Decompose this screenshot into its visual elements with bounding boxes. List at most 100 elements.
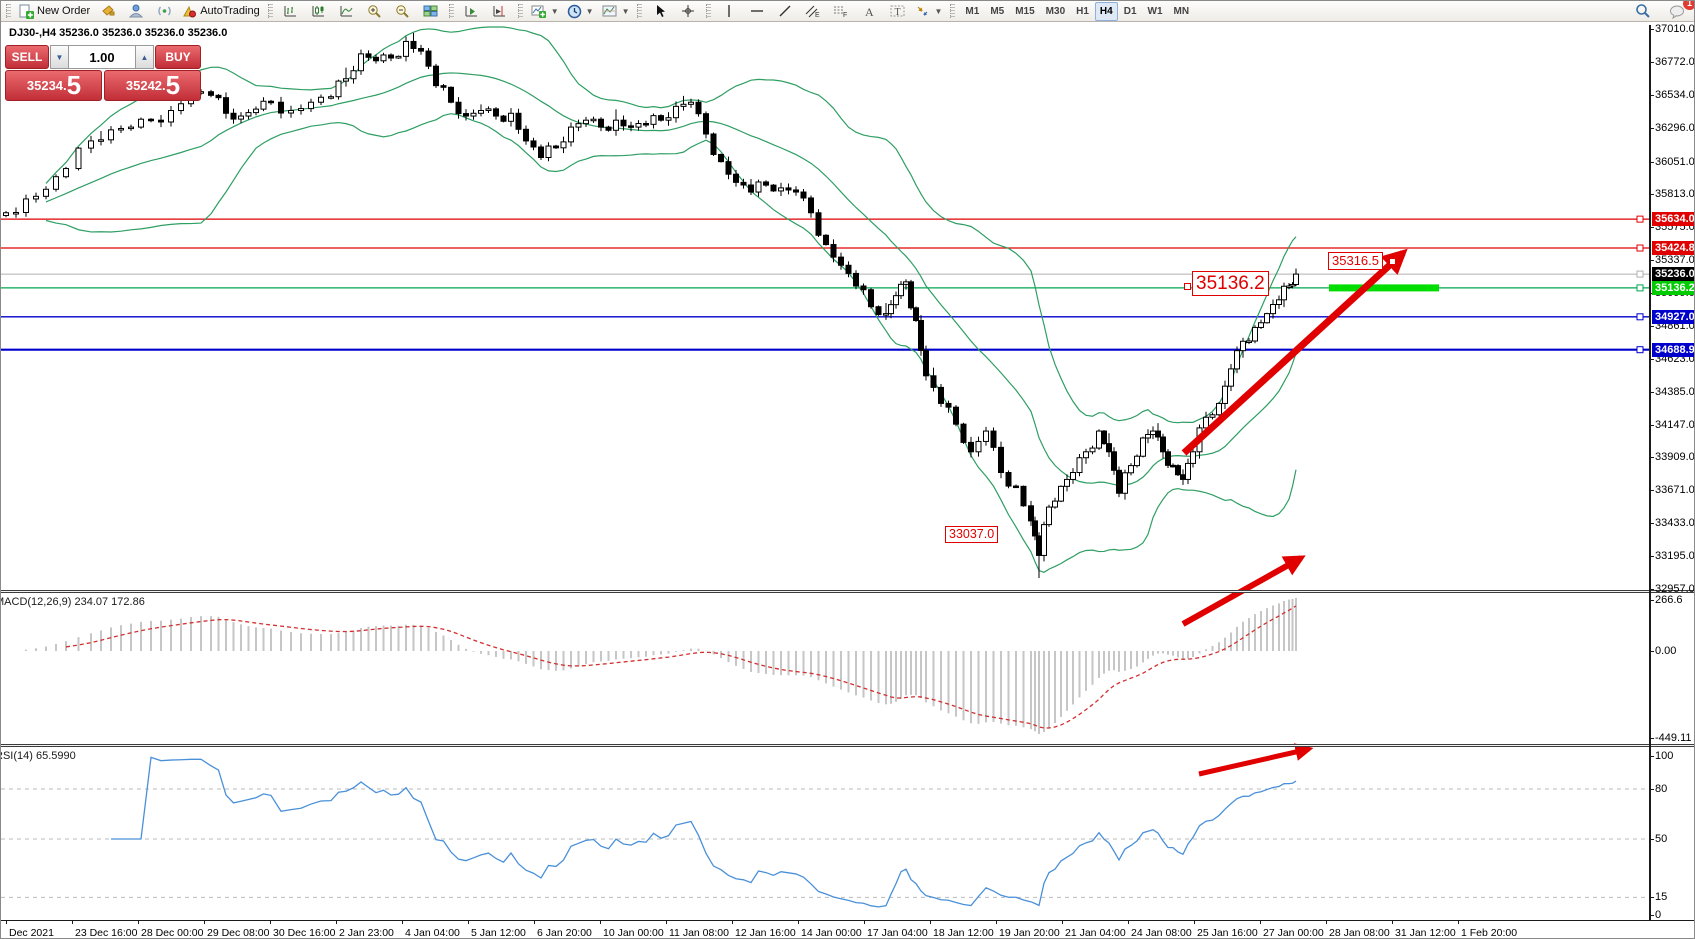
annotation-35316[interactable]: 35316.5 (1328, 252, 1383, 270)
search-button[interactable] (1630, 1, 1656, 21)
buy-price-display[interactable]: 35242. 5 (104, 70, 201, 101)
time-axis-tickmark (468, 920, 469, 924)
horizontal-line-tool-button[interactable] (744, 1, 770, 21)
chart-window[interactable]: DJ30-,H4 35236.0 35236.0 35236.0 35236.0… (0, 23, 1695, 939)
time-axis-label[interactable]: 25 Jan 16:00 (1197, 927, 1258, 939)
price-axis-tickmark (1649, 391, 1654, 393)
buy-button[interactable]: BUY (155, 45, 201, 69)
trendline-tool-button[interactable] (772, 1, 798, 21)
time-axis-label[interactable]: 21 Jan 04:00 (1065, 927, 1126, 939)
zoom-in-button[interactable] (362, 1, 388, 21)
time-axis-label[interactable]: 17 Jan 04:00 (867, 927, 928, 939)
tile-windows-button[interactable] (418, 1, 444, 21)
sell-button[interactable]: SELL (5, 45, 49, 69)
toolbar-group-separator (950, 4, 956, 18)
new-order-button[interactable]: New Order (16, 1, 93, 21)
pane-separator[interactable] (1, 744, 1694, 747)
autotrading-button[interactable]: AutoTrading (179, 1, 263, 21)
time-axis-label[interactable]: 12 Jan 16:00 (735, 927, 796, 939)
zoom-out-button[interactable] (390, 1, 416, 21)
macd-axis-tick-label: 266.6 (1655, 594, 1683, 606)
time-axis-label[interactable]: 19 Jan 20:00 (999, 927, 1060, 939)
time-axis-label[interactable]: 29 Dec 08:00 (207, 927, 270, 939)
toolbar: New Order AutoTrading (1, 1, 1694, 22)
toolbar-drag-handle[interactable] (6, 4, 11, 18)
vertical-line-tool-button[interactable] (716, 1, 742, 21)
time-axis-label[interactable]: 4 Jan 04:00 (405, 927, 460, 939)
timeframe-button-w1[interactable]: W1 (1147, 5, 1163, 17)
crosshair-tool-button[interactable] (675, 1, 701, 21)
time-axis-label[interactable]: 31 Jan 12:00 (1395, 927, 1456, 939)
annotation-33037[interactable]: 33037.0 (945, 526, 999, 543)
bar-chart-type-button[interactable] (278, 1, 304, 21)
auto-scroll-button[interactable] (459, 1, 485, 21)
annotation-anchor-handle[interactable] (1389, 258, 1396, 265)
timeframe-button-h1[interactable]: H1 (1076, 5, 1089, 17)
arrows-tool-button[interactable]: ▼ (912, 1, 945, 21)
rsi-axis-tickmark (1649, 897, 1654, 899)
time-axis-label[interactable]: 11 Jan 08:00 (669, 927, 729, 939)
time-axis-label[interactable]: 14 Jan 00:00 (801, 927, 862, 939)
signals-button[interactable] (151, 1, 177, 21)
chat-button[interactable]: 1 (1664, 1, 1694, 21)
toolbar-group-separator (448, 4, 454, 18)
time-axis-label[interactable]: 27 Jan 00:00 (1263, 927, 1324, 939)
timeframe-button-d1[interactable]: D1 (1123, 5, 1137, 17)
time-axis-label[interactable]: 5 Jan 12:00 (471, 927, 526, 939)
macd-axis-tickmark (1649, 651, 1654, 652)
publisher-button[interactable] (123, 1, 149, 21)
periods-button[interactable]: ▼ (564, 1, 597, 21)
volume-increase-button[interactable]: ▲ (135, 45, 154, 69)
price-axis-tickmark (1649, 457, 1654, 459)
time-axis-tickmark (1458, 920, 1459, 924)
time-axis-label[interactable]: 10 Jan 00:00 (603, 927, 664, 939)
timeframe-button-h4[interactable]: H4 (1094, 1, 1118, 21)
volume-input[interactable] (69, 45, 135, 69)
new-chart-button[interactable]: ▼ (528, 1, 562, 21)
candlestick-chart-type-button[interactable] (306, 1, 332, 21)
timeframe-button-mn[interactable]: MN (1173, 5, 1190, 17)
macd-axis-tickmark (1649, 600, 1654, 601)
line-chart-type-button[interactable] (334, 1, 360, 21)
annotation-35136[interactable]: 35136.2 (1192, 271, 1269, 296)
macd-label: MACD(12,26,9) 234.07 172.86 (0, 596, 145, 608)
rsi-axis-tick-label: 80 (1655, 782, 1668, 795)
expert-advisors-button[interactable] (95, 1, 121, 21)
time-axis-label[interactable]: Dec 2021 (9, 927, 54, 939)
pane-separator[interactable] (1, 590, 1694, 593)
text-label-tool-button[interactable]: T (884, 1, 910, 21)
templates-button[interactable]: ▼ (599, 1, 633, 21)
time-axis-tickmark (1128, 920, 1129, 924)
chart-canvas[interactable] (1, 23, 1695, 939)
sell-price-display[interactable]: 35234. 5 (5, 70, 102, 101)
price-axis-tick-label: 34385.0 (1655, 385, 1695, 398)
time-axis-label[interactable]: 6 Jan 20:00 (537, 927, 592, 939)
text-tool-button[interactable]: A (856, 1, 882, 21)
time-axis-label[interactable]: 2 Jan 23:00 (339, 927, 394, 939)
timeframe-button-m1[interactable]: M1 (965, 5, 980, 17)
price-axis-tickmark (1649, 424, 1654, 426)
time-axis-label[interactable]: 28 Dec 00:00 (141, 927, 204, 939)
price-axis-tick-label: 33671.0 (1655, 484, 1695, 497)
equidistant-channel-tool-button[interactable]: E (800, 1, 826, 21)
rsi-axis-tick-label: 100 (1655, 749, 1674, 762)
price-axis-tick-label: 33195.0 (1655, 550, 1695, 563)
cursor-tool-button[interactable] (647, 1, 673, 21)
annotation-anchor-handle[interactable] (1184, 283, 1191, 290)
timeframe-button-m15[interactable]: M15 (1015, 5, 1035, 17)
volume-decrease-button[interactable]: ▼ (50, 45, 69, 69)
time-axis-label[interactable]: 1 Feb 20:00 (1461, 927, 1518, 939)
time-axis-label[interactable]: 28 Jan 08:00 (1329, 927, 1390, 939)
time-axis-label[interactable]: 30 Dec 16:00 (273, 927, 336, 939)
chart-shift-button[interactable] (487, 1, 513, 21)
time-axis-label[interactable]: 18 Jan 12:00 (933, 927, 994, 939)
fibonacci-tool-button[interactable]: F (828, 1, 854, 21)
time-axis-label[interactable]: 23 Dec 16:00 (75, 927, 138, 939)
text-icon: A (863, 5, 876, 18)
timeframe-button-m5[interactable]: M5 (990, 5, 1005, 17)
price-axis-tick-label: 32957.0 (1655, 583, 1695, 595)
timeframe-button-m30[interactable]: M30 (1045, 5, 1066, 17)
rsi-axis-tick-label: 15 (1655, 891, 1668, 904)
price-axis-tickmark (1649, 490, 1654, 492)
time-axis-label[interactable]: 24 Jan 08:00 (1131, 927, 1192, 939)
